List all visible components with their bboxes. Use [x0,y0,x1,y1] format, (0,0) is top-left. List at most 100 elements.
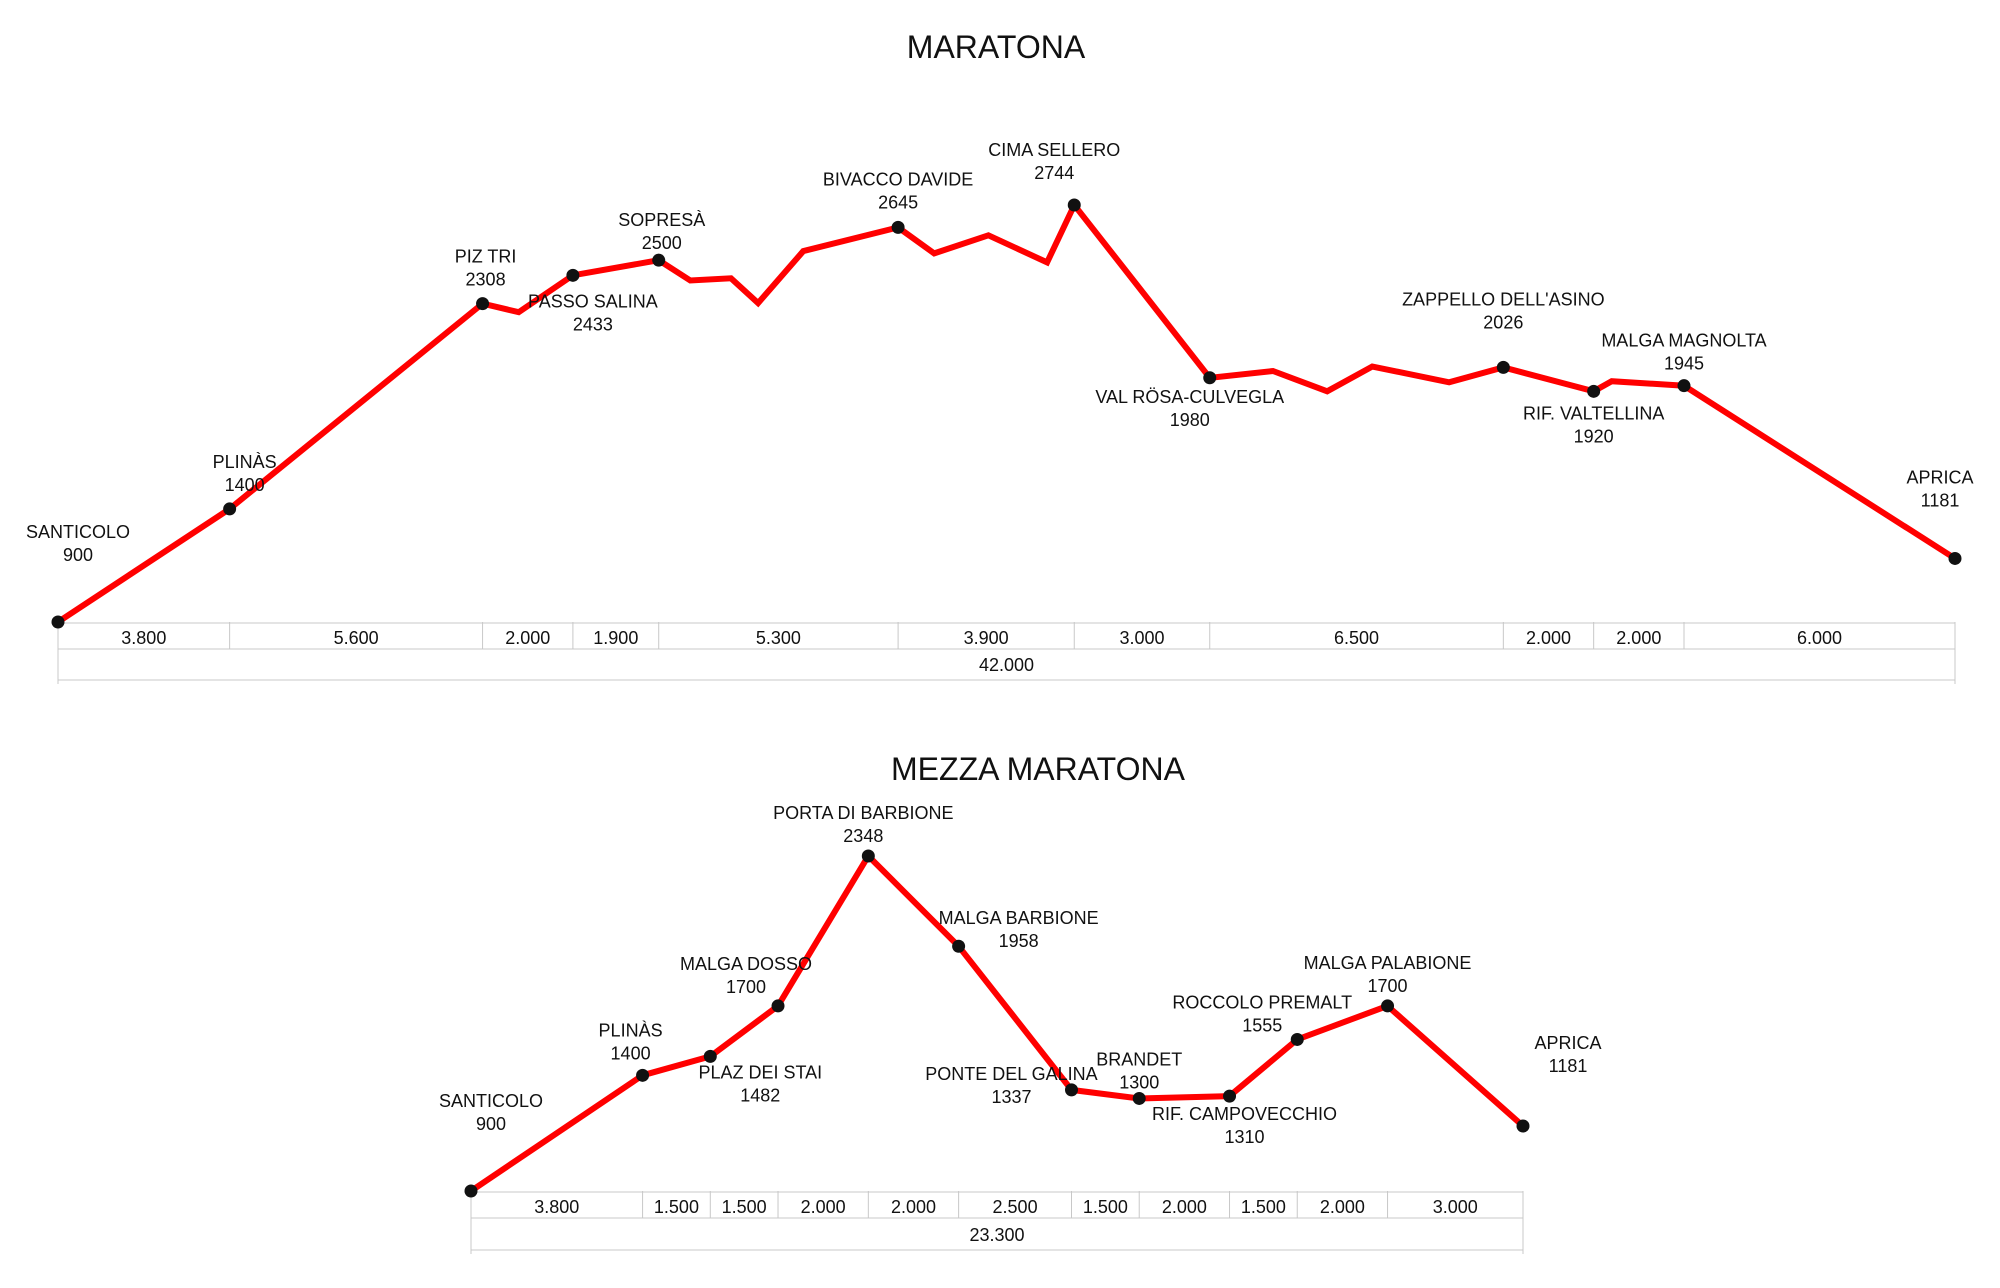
waypoint-marker [771,999,785,1013]
waypoint-elevation: 900 [63,545,93,565]
waypoint-name: BIVACCO DAVIDE [823,169,973,189]
waypoint-name: PLINÀS [599,1020,663,1040]
waypoint-marker [652,253,666,267]
waypoint-elevation: 2645 [878,192,918,212]
waypoint-elevation: 1700 [726,977,766,997]
waypoint-name: PASSO SALINA [528,291,658,311]
waypoint-name: BRANDET [1096,1049,1182,1069]
waypoint-marker [703,1049,717,1063]
waypoint-name: PORTA DI BARBIONE [773,803,953,823]
segment-distance-label: 6.500 [1334,628,1379,648]
waypoint-name: SOPRESÀ [618,210,705,230]
maratona-chart: MARATONA 3.800 5.600 2.000 1.900 5.300 3.900 3… [26,29,1974,684]
waypoint-name: MALGA PALABIONE [1304,953,1472,973]
waypoint-elevation: 2500 [642,233,682,253]
waypoint-marker [476,297,490,311]
waypoint-marker [566,268,580,282]
waypoint-marker [1587,384,1601,398]
segment-distance-label: 3.000 [1433,1197,1478,1217]
waypoint-name: PIZ TRI [455,247,517,267]
waypoint-elevation: 1400 [611,1043,651,1063]
waypoint-elevation: 1945 [1664,354,1704,374]
segment-distance-label: 2.000 [1526,628,1571,648]
waypoint-elevation: 1300 [1119,1072,1159,1092]
distance-table: 3.800 1.500 1.500 2.000 2.000 2.500 1.500 2.000… [470,1191,1524,1254]
waypoint-elevation: 1400 [225,475,265,495]
waypoint-elevation: 1181 [1549,1056,1588,1076]
waypoint-marker [1132,1091,1146,1105]
maratona-title: MARATONA [907,29,1086,65]
waypoint-name: APRICA [1906,467,1973,487]
waypoint-marker [1067,198,1081,212]
waypoint-elevation: 1920 [1574,426,1614,446]
elevation-profile-line [469,851,1525,1194]
waypoint-name: PLINÀS [213,452,277,472]
waypoint-marker [223,502,237,516]
waypoint-name: SANTICOLO [439,1091,543,1111]
segment-distance-label: 2.000 [1320,1197,1365,1217]
segment-distance-label: 2.000 [801,1197,846,1217]
segment-distance-label: 1.900 [593,628,638,648]
waypoint-elevation: 1310 [1225,1127,1265,1147]
waypoint-elevation: 2026 [1483,312,1523,332]
waypoint-name: MALGA BARBIONE [939,908,1099,928]
segment-distance-label: 2.000 [1616,628,1661,648]
waypoint-marker [891,220,905,234]
waypoint-elevation: 2433 [573,314,613,334]
waypoint-name: PLAZ DEI STAI [698,1062,822,1082]
waypoint-name: CIMA SELLERO [988,140,1120,160]
waypoint-elevation: 1700 [1368,976,1408,996]
waypoint-name: ZAPPELLO DELL'ASINO [1402,289,1605,309]
waypoint-marker [1948,551,1962,565]
distance-table: 3.800 5.600 2.000 1.900 5.300 3.900 3.000 6.500… [57,622,1956,684]
waypoint-name: APRICA [1534,1033,1601,1053]
waypoint-marker [1290,1032,1304,1046]
total-distance-label: 42.000 [979,655,1034,675]
waypoint-elevation: 1337 [991,1087,1031,1107]
waypoint-name: SANTICOLO [26,522,130,542]
waypoint-marker [1223,1089,1237,1103]
elevation-profile-line [56,199,1957,625]
waypoint-elevation: 1482 [740,1085,780,1105]
waypoint-name: PONTE DEL GALINA [925,1064,1097,1084]
waypoint-elevation: 1181 [1921,490,1960,510]
segment-distance-label: 3.000 [1119,628,1164,648]
segment-distance-label: 6.000 [1797,628,1842,648]
waypoint-name: MALGA MAGNOLTA [1601,331,1766,351]
waypoint-elevation: 2308 [466,270,506,290]
segment-distance-label: 1.500 [1083,1197,1128,1217]
mezza-maratona-chart: MEZZA MARATONA 3.800 1.500 1.500 2.000 2.000… [439,751,1602,1254]
waypoint-elevation: 1555 [1242,1015,1282,1035]
waypoint-marker [1064,1083,1078,1097]
waypoint-elevation: 2744 [1034,163,1074,183]
waypoint-name: ROCCOLO PREMALT [1172,992,1352,1012]
segment-distance-label: 1.500 [1241,1197,1286,1217]
waypoint-marker [952,939,966,953]
waypoint-marker [1203,371,1217,385]
segment-distance-label: 5.600 [334,628,379,648]
waypoint-elevation: 1980 [1170,410,1210,430]
waypoint-elevation: 900 [476,1114,506,1134]
mezza-maratona-title: MEZZA MARATONA [891,751,1186,787]
waypoint-name: RIF. CAMPOVECCHIO [1152,1104,1337,1124]
waypoint-marker [861,849,875,863]
segment-distance-label: 3.800 [121,628,166,648]
segment-distance-label: 3.900 [964,628,1009,648]
segment-distance-label: 1.500 [722,1197,767,1217]
segment-distance-label: 2.500 [993,1197,1038,1217]
waypoint-marker [464,1184,478,1198]
waypoint-elevation: 2348 [843,826,883,846]
segment-distance-label: 5.300 [756,628,801,648]
total-distance-label: 23.300 [969,1225,1024,1245]
waypoint-marker [1516,1119,1530,1133]
waypoint-marker [1381,999,1395,1013]
segment-distance-label: 2.000 [1162,1197,1207,1217]
waypoint-name: VAL RÖSA-CULVEGLA [1095,387,1284,407]
waypoint-name: RIF. VALTELLINA [1523,403,1664,423]
waypoint-marker [636,1068,650,1082]
waypoint-elevation: 1958 [999,931,1039,951]
waypoint-marker [1677,379,1691,393]
segment-distance-label: 2.000 [505,628,550,648]
segment-distance-label: 1.500 [654,1197,699,1217]
